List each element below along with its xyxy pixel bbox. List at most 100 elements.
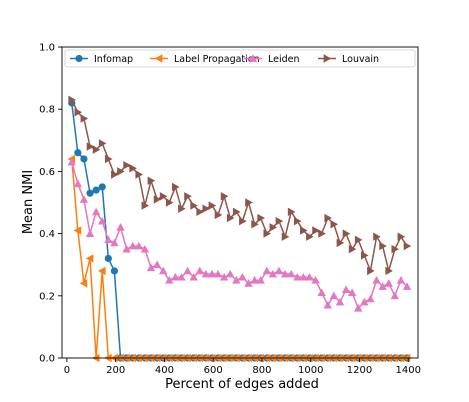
data-point-leiden <box>256 276 265 284</box>
data-point-louvain <box>342 229 351 238</box>
series-line-label-propagation <box>71 158 408 359</box>
data-point-louvain <box>257 213 265 223</box>
data-point-leiden <box>79 195 89 203</box>
data-point-leiden <box>85 229 95 237</box>
data-point-louvain <box>159 192 168 201</box>
data-point-louvain <box>123 160 131 170</box>
y-tick-label: 0.0 <box>39 354 55 365</box>
y-axis-label: Mean NMI <box>21 170 36 234</box>
data-point-label-propagation <box>98 266 106 276</box>
data-point-leiden <box>201 269 211 278</box>
data-point-louvain <box>190 201 198 210</box>
data-point-leiden <box>110 238 119 247</box>
data-point-leiden <box>140 244 150 253</box>
x-tick-label: 200 <box>106 365 125 376</box>
data-point-leiden <box>402 282 412 290</box>
data-point-leiden <box>67 157 76 166</box>
data-point-leiden <box>146 263 156 272</box>
y-tick-label: 0.4 <box>39 229 55 240</box>
data-point-louvain <box>80 114 89 123</box>
x-tick-label: 1400 <box>396 365 421 376</box>
data-point-louvain <box>111 170 119 179</box>
y-tick-label: 0.6 <box>39 167 55 178</box>
x-tick-label: 0 <box>64 365 70 376</box>
data-point-louvain <box>184 192 192 201</box>
data-point-leiden <box>378 282 387 290</box>
data-point-louvain <box>367 266 375 276</box>
data-point-louvain <box>135 170 144 179</box>
data-point-leiden <box>323 300 332 309</box>
data-point-louvain <box>196 207 204 217</box>
x-tick-label: 1200 <box>347 365 372 376</box>
legend-frame <box>64 49 416 68</box>
x-tick-label: 800 <box>252 365 271 376</box>
data-point-leiden <box>134 241 144 250</box>
data-point-louvain <box>324 213 332 223</box>
legend-marker <box>248 54 258 62</box>
data-point-leiden <box>354 304 363 312</box>
series-leiden <box>67 157 412 312</box>
data-point-leiden <box>341 285 351 293</box>
x-tick-label: 1000 <box>298 365 323 376</box>
data-point-louvain <box>312 226 320 235</box>
data-point-leiden <box>98 216 107 225</box>
data-point-louvain <box>360 251 369 260</box>
data-point-leiden <box>244 279 253 287</box>
data-point-infomap <box>104 254 112 263</box>
data-point-louvain <box>391 244 400 254</box>
data-point-leiden <box>396 276 406 284</box>
data-point-louvain <box>141 201 150 210</box>
data-point-leiden <box>384 279 393 287</box>
data-point-leiden <box>207 269 217 278</box>
data-point-label-propagation <box>79 279 88 288</box>
data-point-louvain <box>214 210 223 220</box>
data-point-louvain <box>354 235 363 245</box>
data-point-leiden <box>183 266 192 275</box>
legend-entry-infomap: Infomap <box>70 54 133 65</box>
data-point-leiden <box>232 276 241 284</box>
legend-entry-louvain: Louvain <box>318 54 379 65</box>
data-point-leiden <box>116 223 125 231</box>
legend-label: Louvain <box>342 54 379 65</box>
data-point-louvain <box>306 232 314 241</box>
data-point-louvain <box>165 198 174 207</box>
data-point-louvain <box>98 139 107 148</box>
data-point-louvain <box>269 223 278 232</box>
x-axis-label: Percent of edges added <box>165 377 319 392</box>
data-point-leiden <box>287 269 296 278</box>
data-point-louvain <box>172 182 180 192</box>
data-point-leiden <box>195 266 204 275</box>
plot-frame <box>61 46 419 359</box>
data-point-louvain <box>202 204 211 213</box>
legend-entry-leiden: Leiden <box>244 54 300 65</box>
legend-label: Label Propagation <box>174 54 260 65</box>
data-point-louvain <box>232 207 241 217</box>
data-point-louvain <box>287 207 296 217</box>
data-point-label-propagation <box>85 254 94 263</box>
data-point-louvain <box>220 192 229 201</box>
data-point-louvain <box>263 229 272 238</box>
data-point-leiden <box>280 269 290 278</box>
data-point-louvain <box>147 176 156 185</box>
data-point-leiden <box>293 272 302 281</box>
data-point-louvain <box>300 226 308 235</box>
data-point-louvain <box>245 198 253 207</box>
data-point-louvain <box>239 216 247 226</box>
data-point-louvain <box>74 108 83 117</box>
data-point-infomap <box>86 189 94 197</box>
data-point-louvain <box>403 241 412 251</box>
data-point-leiden <box>366 294 375 303</box>
data-point-louvain <box>293 216 302 226</box>
data-point-louvain <box>318 229 326 238</box>
y-tick-label: 1.0 <box>39 43 55 54</box>
data-point-leiden <box>268 269 278 278</box>
data-point-leiden <box>250 276 259 284</box>
data-point-louvain <box>385 266 393 276</box>
legend-label: Leiden <box>268 54 300 65</box>
data-point-leiden <box>104 235 113 244</box>
data-point-louvain <box>68 95 76 105</box>
data-point-louvain <box>92 145 101 154</box>
data-point-leiden <box>213 269 223 278</box>
legend-marker <box>154 54 163 63</box>
data-point-leiden <box>171 272 180 281</box>
